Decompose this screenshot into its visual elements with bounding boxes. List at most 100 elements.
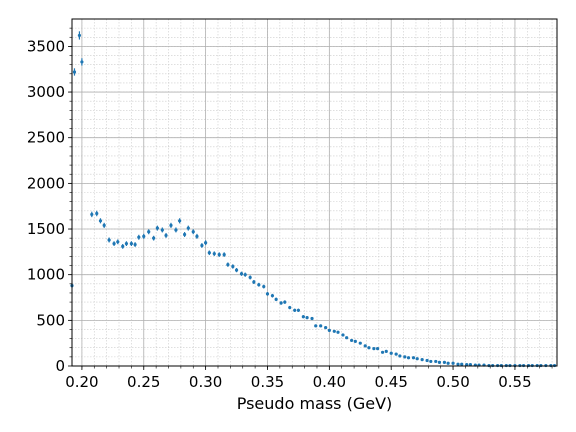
x-tick-label: 0.30 (189, 373, 222, 391)
point-marker (262, 284, 266, 289)
point-marker (102, 223, 106, 227)
point-marker (293, 308, 297, 312)
y-tick-label: 1500 (27, 220, 65, 238)
point-marker (353, 339, 357, 343)
data-point (389, 351, 393, 355)
point-marker (301, 315, 305, 319)
point-marker (425, 358, 429, 363)
data-point (372, 347, 376, 351)
point-marker (239, 272, 244, 276)
x-tick-label: 0.35 (251, 373, 284, 391)
point-marker (398, 354, 402, 358)
point-marker (182, 232, 187, 237)
point-marker (434, 359, 438, 364)
data-point (152, 235, 156, 241)
point-marker (310, 316, 314, 321)
data-point (398, 354, 402, 358)
point-marker (174, 228, 178, 232)
point-marker (178, 219, 182, 223)
y-tick-label: 3500 (27, 37, 65, 55)
data-point (95, 210, 99, 217)
data-point (375, 347, 380, 351)
point-marker (336, 330, 340, 334)
data-point (262, 284, 266, 289)
data-point (363, 344, 367, 348)
point-marker (112, 242, 116, 246)
data-point (207, 250, 211, 256)
point-marker (222, 252, 226, 257)
data-point (274, 297, 278, 302)
point-marker (460, 362, 464, 366)
data-point (358, 341, 362, 345)
point-marker (234, 268, 239, 272)
data-point (288, 305, 292, 310)
data-point (178, 218, 182, 224)
point-marker (129, 242, 133, 246)
data-point (72, 68, 77, 76)
point-marker (257, 283, 261, 287)
data-point (98, 218, 103, 224)
point-marker (231, 264, 235, 269)
point-marker (305, 316, 309, 320)
data-point (442, 360, 447, 364)
data-point (169, 222, 173, 228)
point-marker (375, 347, 380, 351)
point-marker (446, 361, 450, 365)
data-point (336, 330, 340, 334)
data-point (174, 227, 178, 233)
point-marker (389, 351, 393, 355)
data-point (77, 31, 82, 40)
data-point (310, 316, 314, 321)
data-point (133, 242, 137, 247)
data-point (112, 241, 116, 247)
data-point (90, 211, 94, 218)
point-marker (363, 344, 367, 348)
data-point (353, 339, 357, 343)
data-point (243, 272, 247, 277)
point-marker (142, 234, 146, 238)
data-point (200, 243, 204, 248)
data-point (226, 262, 230, 267)
point-marker (195, 234, 199, 238)
data-point (384, 349, 388, 353)
point-marker (270, 294, 275, 298)
data-point (248, 275, 252, 280)
data-point (403, 355, 407, 359)
point-marker (279, 301, 283, 305)
point-marker (265, 292, 270, 296)
data-point (116, 239, 120, 245)
data-point (239, 271, 244, 276)
data-points (70, 31, 557, 368)
point-marker (77, 33, 82, 38)
point-marker (411, 356, 416, 360)
point-marker (415, 357, 419, 361)
data-point (437, 360, 442, 364)
y-tick-label: 0 (55, 357, 65, 375)
point-marker (217, 252, 221, 257)
point-marker (226, 263, 230, 267)
point-marker (200, 243, 204, 248)
y-axis-ticks: 0 500 1000 1500 2000 2500 3000 3500 (27, 27, 72, 375)
data-point (367, 346, 371, 350)
point-marker (319, 324, 323, 328)
x-axis-label: Pseudo mass (GeV) (237, 394, 393, 413)
data-point (341, 333, 345, 337)
data-point (420, 358, 424, 362)
minor-grid (72, 19, 557, 366)
data-point (394, 352, 398, 356)
point-marker (147, 230, 151, 234)
data-point (231, 264, 235, 269)
data-point (124, 241, 129, 247)
y-tick-label: 2000 (27, 174, 65, 192)
point-marker (107, 238, 111, 242)
data-point (451, 361, 455, 365)
point-marker (204, 241, 208, 245)
data-point (212, 251, 216, 256)
point-marker (465, 363, 469, 367)
data-point (142, 233, 146, 239)
point-marker (137, 235, 141, 239)
data-point (324, 326, 328, 330)
point-marker (243, 273, 247, 277)
data-point (155, 225, 159, 231)
